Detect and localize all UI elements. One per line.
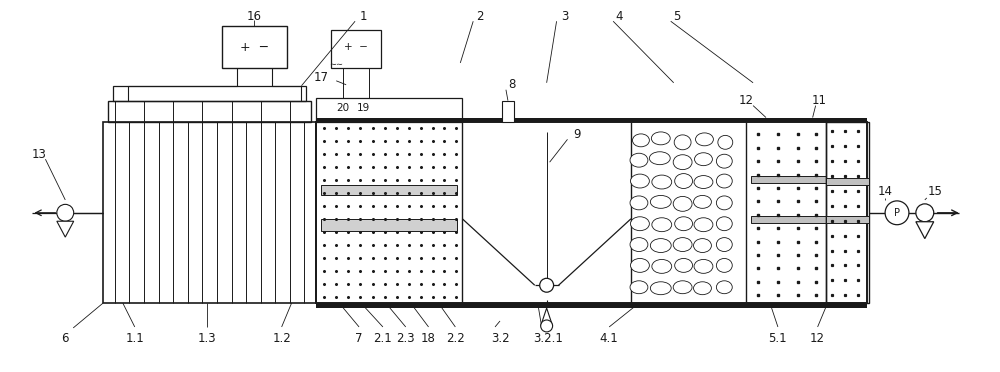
- Ellipse shape: [630, 196, 648, 210]
- Circle shape: [916, 204, 934, 222]
- Ellipse shape: [716, 259, 732, 272]
- Text: 4: 4: [615, 10, 623, 23]
- Ellipse shape: [695, 153, 712, 166]
- Bar: [826, 178, 869, 185]
- Ellipse shape: [650, 282, 671, 295]
- Bar: [826, 216, 869, 223]
- Text: 11: 11: [812, 94, 827, 107]
- Text: 15: 15: [927, 186, 942, 198]
- Ellipse shape: [694, 259, 713, 273]
- Circle shape: [540, 278, 554, 292]
- Text: 7: 7: [355, 332, 363, 345]
- Text: 13: 13: [32, 148, 46, 161]
- Ellipse shape: [673, 238, 692, 251]
- Circle shape: [541, 320, 553, 332]
- Text: 2.1: 2.1: [374, 332, 392, 345]
- Ellipse shape: [716, 154, 732, 168]
- Text: ∼∼: ∼∼: [329, 60, 343, 68]
- Text: 1.1: 1.1: [125, 332, 144, 345]
- Ellipse shape: [652, 175, 672, 189]
- Ellipse shape: [650, 195, 671, 208]
- Ellipse shape: [718, 135, 733, 149]
- Bar: [103, 122, 316, 303]
- Ellipse shape: [696, 133, 713, 146]
- Text: 1.3: 1.3: [198, 332, 217, 345]
- Circle shape: [885, 201, 909, 225]
- Ellipse shape: [631, 259, 649, 272]
- Text: 1: 1: [359, 10, 367, 23]
- Ellipse shape: [716, 196, 732, 210]
- Ellipse shape: [694, 218, 713, 232]
- Ellipse shape: [716, 238, 732, 251]
- Bar: [316, 303, 867, 308]
- Text: 3.2: 3.2: [491, 332, 509, 345]
- Ellipse shape: [673, 155, 692, 170]
- Text: 2: 2: [476, 10, 484, 23]
- Text: 5: 5: [673, 10, 680, 23]
- Bar: [321, 185, 457, 195]
- Ellipse shape: [633, 134, 649, 147]
- Bar: [316, 98, 462, 122]
- Bar: [316, 122, 867, 303]
- Text: 6: 6: [62, 332, 69, 345]
- Text: 5.1: 5.1: [769, 332, 787, 345]
- Text: 8: 8: [508, 78, 516, 91]
- Polygon shape: [541, 308, 553, 326]
- Text: 1.2: 1.2: [272, 332, 291, 345]
- Text: P: P: [894, 208, 900, 218]
- Text: 12: 12: [739, 94, 754, 107]
- Ellipse shape: [651, 132, 670, 145]
- Ellipse shape: [716, 281, 732, 294]
- Ellipse shape: [652, 218, 672, 232]
- Bar: [751, 176, 826, 183]
- Ellipse shape: [716, 217, 732, 231]
- Bar: [502, 101, 514, 122]
- Text: 14: 14: [878, 186, 893, 198]
- Text: 17: 17: [314, 71, 329, 84]
- Polygon shape: [916, 222, 934, 238]
- Ellipse shape: [675, 217, 693, 231]
- Ellipse shape: [652, 259, 672, 273]
- Circle shape: [57, 204, 74, 221]
- Ellipse shape: [694, 282, 711, 295]
- Text: 9: 9: [574, 128, 581, 141]
- Bar: [222, 26, 287, 68]
- Text: 4.1: 4.1: [600, 332, 619, 345]
- Text: 3.2.1: 3.2.1: [533, 332, 563, 345]
- Text: 2.2: 2.2: [446, 332, 465, 345]
- Ellipse shape: [675, 174, 693, 189]
- Bar: [826, 122, 869, 303]
- Ellipse shape: [675, 259, 693, 272]
- Text: 2.3: 2.3: [396, 332, 415, 345]
- Ellipse shape: [650, 238, 671, 253]
- Polygon shape: [57, 221, 74, 237]
- Text: 12: 12: [810, 332, 825, 345]
- Bar: [108, 101, 311, 122]
- Bar: [331, 30, 381, 68]
- Text: 18: 18: [421, 332, 436, 345]
- Text: 16: 16: [246, 10, 261, 23]
- Bar: [321, 219, 457, 231]
- Text: 19: 19: [356, 103, 370, 113]
- Ellipse shape: [694, 238, 711, 253]
- Ellipse shape: [630, 153, 648, 167]
- Ellipse shape: [674, 135, 691, 150]
- Text: 20: 20: [337, 103, 350, 113]
- Ellipse shape: [673, 281, 692, 294]
- Ellipse shape: [630, 281, 648, 294]
- Bar: [113, 86, 306, 101]
- Ellipse shape: [630, 238, 648, 251]
- Bar: [751, 216, 826, 223]
- Ellipse shape: [631, 217, 649, 231]
- Ellipse shape: [649, 152, 670, 165]
- Ellipse shape: [694, 176, 713, 189]
- Ellipse shape: [694, 195, 711, 208]
- Ellipse shape: [716, 174, 732, 188]
- Text: +  −: + −: [240, 41, 269, 54]
- Ellipse shape: [631, 174, 649, 188]
- Text: +  −: + −: [344, 42, 368, 52]
- Text: 3: 3: [561, 10, 568, 23]
- Bar: [316, 118, 867, 122]
- Ellipse shape: [673, 196, 692, 211]
